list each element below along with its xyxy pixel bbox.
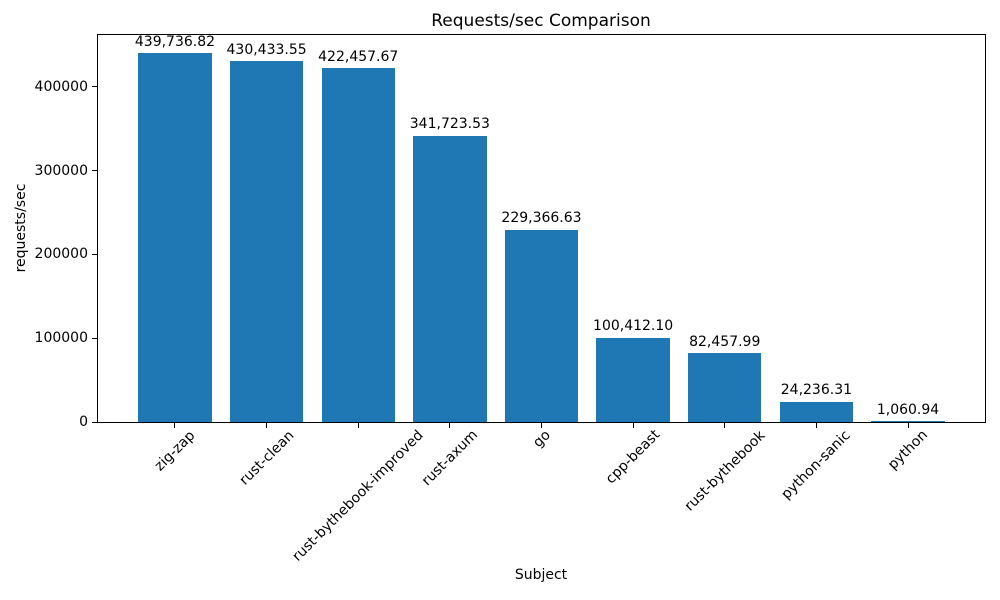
- x-tick-label: rust-bythebook: [681, 427, 769, 515]
- bar: [504, 229, 579, 422]
- bar: [321, 67, 395, 422]
- bar-value-label: 100,412.10: [593, 318, 674, 335]
- bar-value-label: 1,060.94: [876, 401, 940, 418]
- x-axis-tick: [632, 423, 634, 428]
- x-axis-tick: [266, 423, 268, 428]
- bar: [596, 337, 670, 422]
- y-axis-tick: [92, 253, 97, 255]
- y-tick-label: 0: [79, 414, 88, 430]
- bar-value-label: 439,736.82: [134, 34, 216, 51]
- chart-title: Requests/sec Comparison: [431, 11, 651, 31]
- bar-value-label: 430,433.55: [226, 41, 307, 58]
- x-axis-tick: [724, 423, 726, 428]
- bar: [779, 401, 854, 422]
- bar-value-label: 24,236.31: [780, 382, 853, 399]
- bar-value-label: 422,457.67: [318, 48, 399, 65]
- x-axis-tick: [815, 423, 817, 428]
- bar: [871, 421, 945, 422]
- x-axis-tick: [541, 423, 542, 428]
- x-tick-label: python-sanic: [778, 427, 854, 503]
- x-axis-label: Subject: [514, 567, 568, 583]
- bar-value-label: 82,457.99: [689, 333, 761, 350]
- x-tick-label: rust-bythebook-improved: [289, 427, 427, 565]
- y-axis-tick: [92, 337, 97, 339]
- y-axis-tick: [92, 86, 97, 88]
- y-tick-label: 100000: [34, 330, 88, 347]
- x-tick-label: cpp-beast: [602, 427, 664, 488]
- x-tick-label: zig-zap: [151, 427, 199, 474]
- x-tick-label: rust-clean: [236, 427, 298, 489]
- x-tick-label: python: [885, 427, 931, 474]
- y-tick-label: 400000: [34, 78, 88, 95]
- x-axis-tick: [174, 423, 176, 428]
- bar: [138, 53, 212, 422]
- bar: [688, 352, 762, 422]
- x-axis-tick: [449, 423, 451, 428]
- y-axis-label: requests/sec: [13, 183, 29, 273]
- y-axis-tick: [92, 170, 97, 172]
- x-tick-label: go: [529, 427, 554, 451]
- bar-value-label: 229,366.63: [501, 210, 582, 227]
- x-tick-label: rust-axum: [418, 427, 481, 490]
- bar-value-label: 341,723.53: [409, 116, 490, 133]
- x-axis-tick: [357, 423, 359, 428]
- x-axis-tick: [907, 423, 909, 428]
- y-tick-label: 300000: [34, 162, 88, 179]
- y-tick-label: 200000: [34, 246, 88, 263]
- y-axis-tick: [92, 421, 97, 423]
- bar: [229, 61, 304, 422]
- bar: [413, 135, 487, 422]
- plot-area: 439,736.82 zig-zap 430,433.55 rust-clean 422…: [35, 34, 986, 564]
